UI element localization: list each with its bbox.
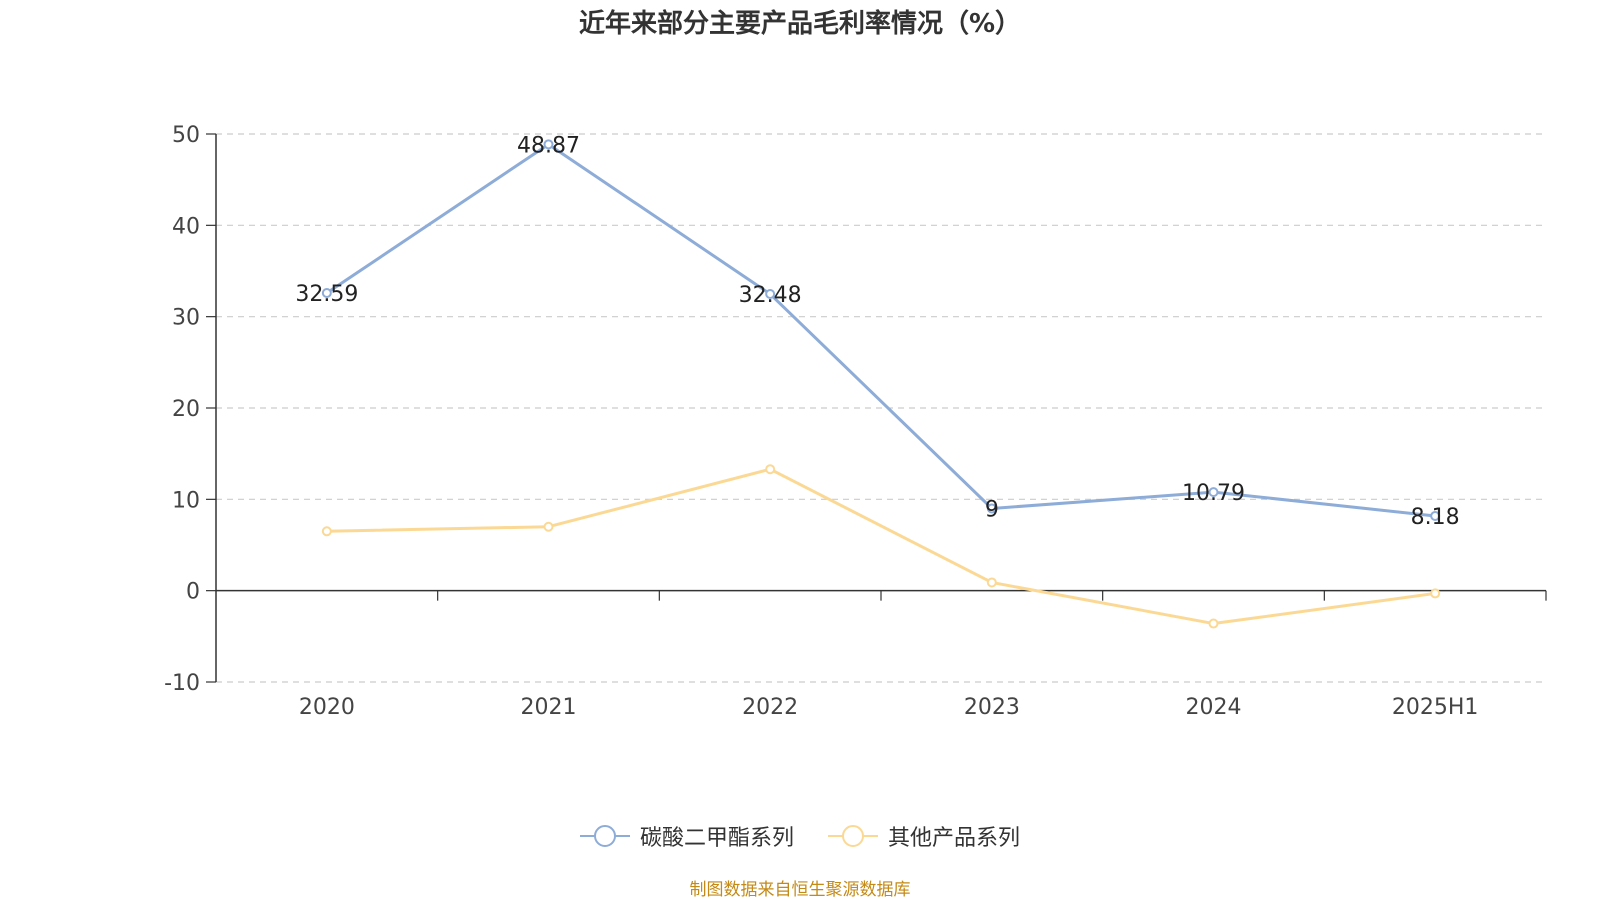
data-labels: 32.59 48.87 32.48 9 10.79 8.18 [295,133,1459,530]
series-line-1 [325,142,1436,518]
y-tick-label: 40 [172,214,200,239]
data-point [321,526,332,537]
data-point [986,577,997,588]
x-tick-label: 2023 [964,695,1020,720]
legend-label-series-1: 碳酸二甲酯系列 [639,826,794,851]
x-tick-label: 2025H1 [1392,695,1479,720]
legend-item-series-1[interactable]: 碳酸二甲酯系列 [579,820,794,852]
data-label: 48.87 [517,133,580,158]
y-tick-label: 50 [172,123,200,148]
data-point [1430,588,1441,599]
grid-lines [216,133,1546,683]
y-tick-label: -10 [164,671,200,696]
y-tick-label: 20 [172,397,200,422]
chart-title: 近年来部分主要产品毛利率情况（%） [578,9,1022,39]
y-tick-label: 0 [186,580,200,605]
data-point [321,288,332,299]
axes [206,133,1547,683]
data-label: 32.48 [739,283,802,308]
legend-label-series-2: 其他产品系列 [888,826,1021,851]
y-tick-label: 30 [172,306,200,331]
series-line-2 [326,467,1436,626]
data-label: 10.79 [1182,481,1245,506]
x-tick-label: 2020 [299,695,355,720]
legend-line-circle-icon [579,825,630,847]
data-point [1430,510,1441,521]
legend: 碳酸二甲酯系列 其他产品系列 [0,820,1600,852]
data-point [1208,618,1219,629]
data-point [986,503,997,514]
data-point [543,521,554,532]
y-tick-label: 10 [172,488,200,513]
data-point [1208,487,1219,498]
data-point [765,289,776,300]
x-tick-label: 2021 [521,695,577,720]
data-label: 9 [985,497,999,522]
x-axis-tick-labels: 2020 2021 2022 2023 2024 2025H1 [299,695,1479,720]
data-label: 8.18 [1411,505,1460,530]
source-note: 制图数据来自恒生聚源数据库 [689,880,911,900]
data-point [543,139,554,150]
x-tick-label: 2022 [742,695,798,720]
legend-item-series-2[interactable]: 其他产品系列 [828,820,1020,852]
data-point [765,464,776,475]
data-label: 32.59 [295,282,358,307]
x-tick-label: 2024 [1186,695,1242,720]
series-lines [321,139,1441,629]
y-axis-tick-labels: -10 0 10 20 30 40 50 [164,123,200,696]
legend-line-circle-icon [828,825,878,847]
